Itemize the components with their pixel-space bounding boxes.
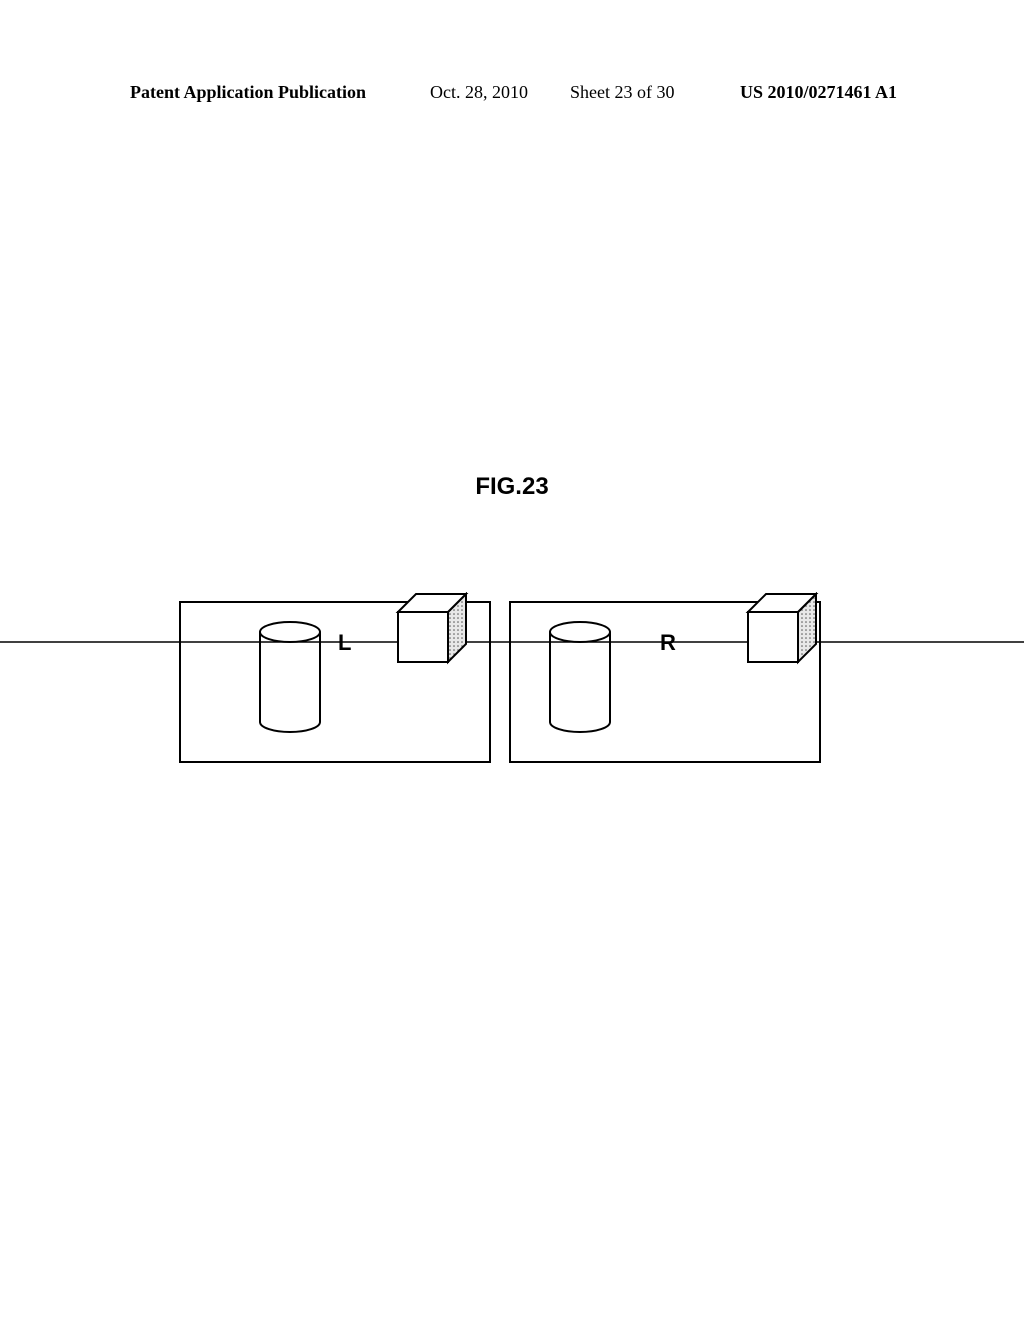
page: Patent Application Publication Oct. 28, …: [0, 0, 1024, 1320]
publication-number: US 2010/0271461 A1: [740, 82, 897, 103]
publication-date: Oct. 28, 2010: [430, 82, 528, 103]
figure-title: FIG.23: [0, 473, 1024, 501]
svg-text:R: R: [660, 630, 676, 655]
sheet-info: Sheet 23 of 30: [570, 82, 674, 103]
publication-label: Patent Application Publication: [130, 82, 366, 103]
figure-diagram: LR: [0, 592, 1024, 792]
svg-text:L: L: [338, 630, 351, 655]
figure-svg: LR: [0, 592, 1024, 792]
